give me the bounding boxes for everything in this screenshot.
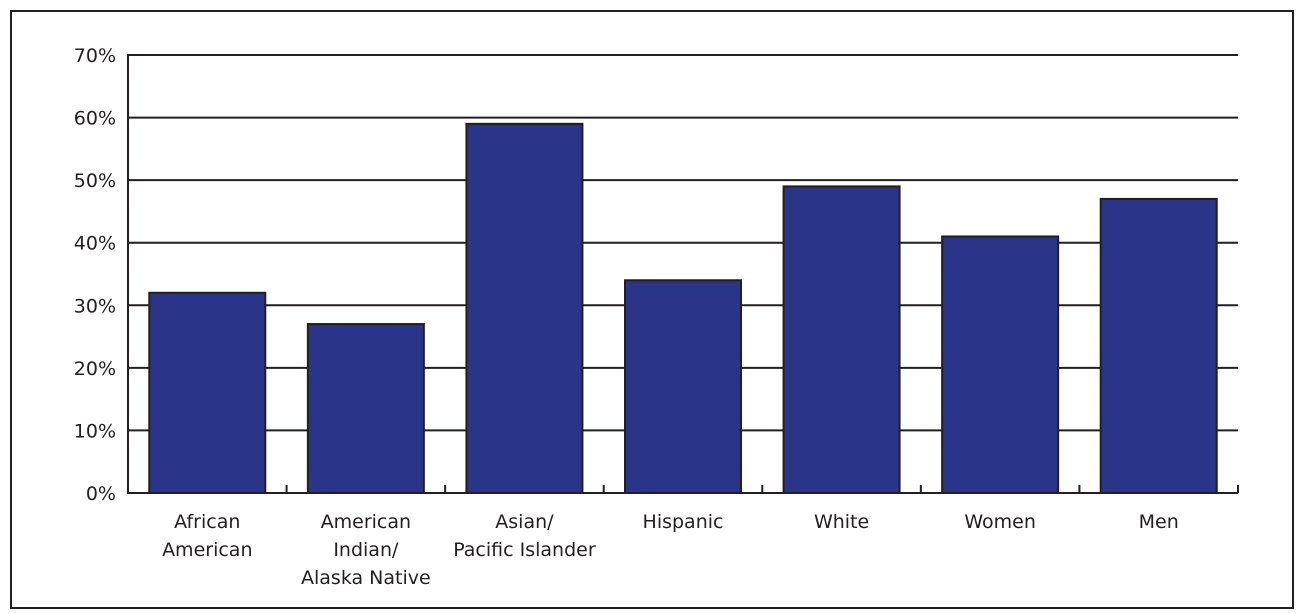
- x-category-label: Asian/: [495, 511, 554, 533]
- x-category-label: African: [174, 511, 240, 533]
- y-tick-label: 60%: [74, 108, 116, 130]
- x-category-label: Pacific Islander: [453, 539, 596, 561]
- x-category-label: American: [321, 511, 411, 533]
- x-category-label: Indian/: [333, 539, 399, 561]
- y-tick-label: 30%: [74, 295, 116, 317]
- x-category-label: Women: [964, 511, 1036, 533]
- y-axis-tick-labels: 0% 10% 20% 30% 40% 50% 60% 70%: [74, 45, 116, 505]
- x-category-label: Alaska Native: [301, 567, 431, 589]
- bar-1: [306, 323, 425, 494]
- bar-0: [148, 291, 267, 494]
- y-tick-label: 70%: [74, 45, 116, 67]
- bars: [148, 122, 1218, 495]
- y-tick-label: 20%: [74, 358, 116, 380]
- y-tick-label: 50%: [74, 170, 116, 192]
- bar-6: [1099, 197, 1218, 495]
- y-tick-label: 10%: [74, 420, 116, 442]
- x-category-label: American: [162, 539, 252, 561]
- bar-3: [624, 279, 742, 494]
- bar-5: [941, 235, 1060, 494]
- bar-2: [465, 122, 584, 494]
- x-category-label: White: [814, 511, 869, 533]
- axes: [127, 54, 1239, 494]
- x-axis-category-labels: African American American Indian/Alaska Nat…: [162, 511, 1179, 589]
- bar-4: [782, 185, 901, 494]
- x-category-label: Hispanic: [643, 511, 724, 533]
- y-tick-label: 0%: [86, 483, 116, 505]
- y-tick-label: 40%: [74, 233, 116, 255]
- x-category-label: Men: [1139, 511, 1179, 533]
